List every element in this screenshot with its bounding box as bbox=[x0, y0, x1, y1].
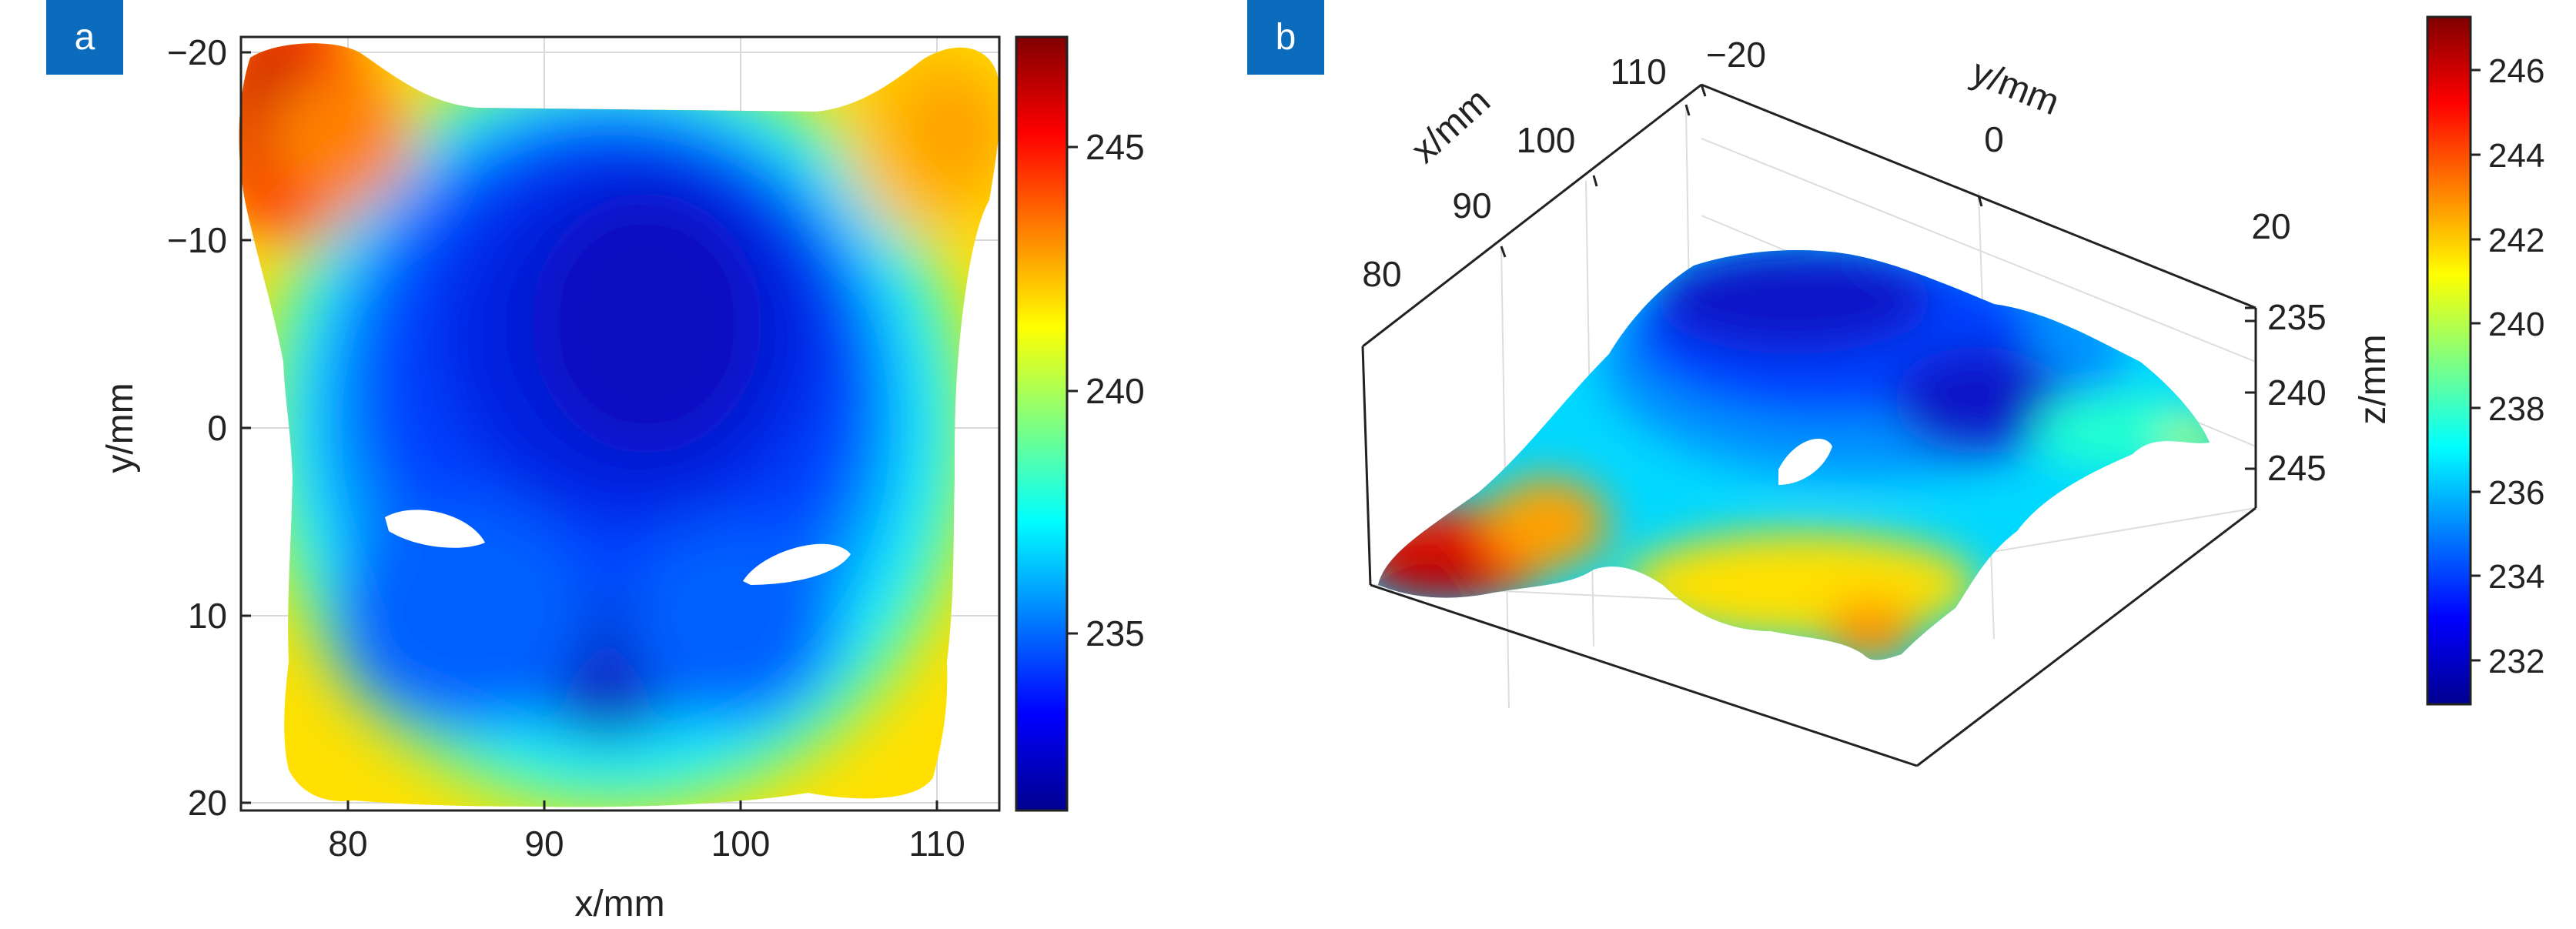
panel-b-colorbar: 232 234 236 238 240 242 244 246 bbox=[2426, 15, 2544, 706]
panel-a-ytick--10: −10 bbox=[167, 220, 227, 260]
panel-b-ztick-240: 240 bbox=[2267, 373, 2327, 413]
panel-b-cbar-tick-236: 236 bbox=[2488, 474, 2544, 512]
panel-b-ticks bbox=[1500, 84, 2256, 470]
panel-a-heatmap: 80 90 100 110 −20 −10 0 10 20 x/mm y/mm … bbox=[100, 32, 1145, 924]
panel-b-cbar-tick-244: 244 bbox=[2488, 137, 2544, 175]
panel-a-badge: a bbox=[46, 0, 123, 75]
panel-a-cbar-tick-245: 245 bbox=[1086, 127, 1145, 167]
panel-b-xtick-80: 80 bbox=[1362, 254, 1401, 294]
panel-b-ytick--20: −20 bbox=[1706, 35, 1766, 75]
panel-a-ytick-0: 0 bbox=[207, 408, 227, 448]
panel-b-xtick-100: 100 bbox=[1517, 120, 1576, 160]
panel-a-right-eye-hole bbox=[743, 543, 851, 585]
panel-a-xtick-80: 80 bbox=[328, 824, 367, 864]
panel-b-ytick-0: 0 bbox=[1984, 119, 2004, 159]
panel-a-left-eye-hole bbox=[385, 510, 485, 548]
panel-b-surface: 80 90 100 110 −20 0 20 235 240 245 x/mm … bbox=[1361, 15, 2544, 767]
panel-b-xlabel: x/mm bbox=[1403, 81, 1498, 172]
panel-a-cbar-tick-240: 240 bbox=[1086, 371, 1145, 411]
panel-b-ztick-235: 235 bbox=[2267, 297, 2327, 337]
panel-a-plot-frame bbox=[239, 35, 1001, 812]
panel-b-cbar-tick-238: 238 bbox=[2488, 390, 2544, 428]
panel-a-xtick-110: 110 bbox=[908, 824, 965, 864]
panel-b-eye-hole bbox=[1778, 439, 1832, 485]
panel-a-ytick-20: 20 bbox=[188, 783, 227, 823]
panel-a-xtick-90: 90 bbox=[524, 824, 564, 864]
panel-a-cbar-tick-235: 235 bbox=[1086, 613, 1145, 653]
panel-b-zlabel: z/mm bbox=[2353, 334, 2394, 424]
panel-b-cbar-tick-240: 240 bbox=[2488, 306, 2544, 343]
panel-b-ztick-245: 245 bbox=[2267, 448, 2327, 488]
panel-a-colorbar: 235 240 245 bbox=[1015, 35, 1145, 812]
panel-a-ticks bbox=[241, 51, 938, 810]
panel-a-xtick-100: 100 bbox=[711, 824, 771, 864]
panel-b-cbar-tick-242: 242 bbox=[2488, 222, 2544, 259]
panel-b-ytick-20: 20 bbox=[2251, 206, 2290, 246]
panel-b-cbar-tick-232: 232 bbox=[2488, 643, 2544, 680]
panel-b-xtick-110: 110 bbox=[1610, 52, 1666, 92]
panel-a-ylabel: y/mm bbox=[100, 383, 141, 473]
panel-b-xtick-90: 90 bbox=[1452, 185, 1491, 226]
panel-b-cbar-tick-234: 234 bbox=[2488, 558, 2544, 596]
panel-a-ytick--20: −20 bbox=[167, 32, 227, 72]
panel-a-xlabel: x/mm bbox=[574, 884, 664, 924]
panel-a-ytick-10: 10 bbox=[188, 596, 227, 636]
panel-b-badge: b bbox=[1247, 0, 1324, 75]
panel-b-cbar-tick-246: 246 bbox=[2488, 52, 2544, 90]
panel-b-ylabel: y/mm bbox=[1965, 52, 2065, 123]
